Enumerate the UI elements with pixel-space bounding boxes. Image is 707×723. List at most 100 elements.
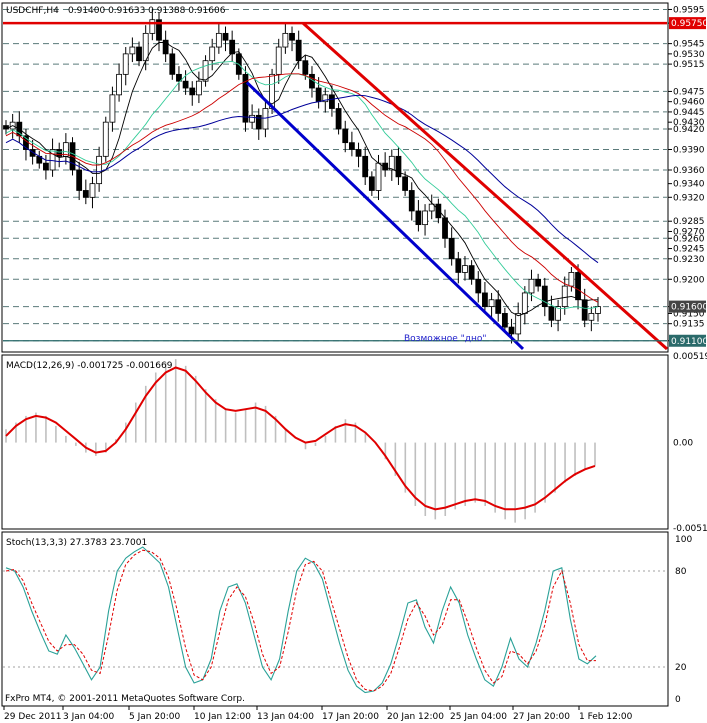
candle-body [322, 94, 329, 103]
candle-body [535, 278, 542, 287]
price-y-tick-label: 0.9390 [673, 145, 705, 155]
stoch-y-tick-label: 100 [675, 535, 692, 545]
candle-body [229, 39, 236, 55]
x-tick-label: 20 Jan 12:00 [387, 712, 444, 722]
candle-body [548, 306, 555, 321]
candle-body [149, 19, 156, 34]
candle-body [462, 265, 468, 273]
candle-body [156, 19, 162, 41]
candle-body [129, 46, 136, 55]
candle-body [315, 87, 322, 103]
candle-body [302, 60, 309, 75]
downtrend-lower-line [245, 81, 525, 351]
price-y-tick-label: 0.9515 [673, 60, 705, 70]
candle-body [122, 53, 129, 75]
stoch-y-tick-label: 0 [675, 695, 681, 705]
price-y-tick-label: 0.9200 [673, 275, 705, 285]
candle-body [395, 155, 402, 178]
stoch-y-tick-label: 20 [675, 663, 687, 673]
x-tick-label: 29 Dec 2011 [4, 712, 62, 722]
candle-body [182, 80, 189, 89]
candle-body [249, 114, 256, 123]
candle-body [335, 108, 342, 130]
candle-body [561, 285, 568, 308]
price-y-tick-label: 0.9460 [673, 98, 705, 108]
candle-body [435, 203, 442, 219]
stoch-panel [1, 531, 669, 707]
price-tag-label-1: 0.91100 [671, 337, 707, 347]
candle-body [82, 190, 89, 198]
macd-header: MACD(12,26,9) -0.001725 -0.001669 [6, 361, 173, 371]
price-y-tick-label: 0.9445 [673, 108, 705, 118]
candle-body [222, 32, 229, 41]
candle-body [162, 39, 169, 55]
price-tag-label-2: 0.91600 [671, 303, 707, 313]
price-tag-2 [669, 300, 706, 313]
price-y-tick-label: 0.9135 [673, 320, 705, 330]
ma-blue-line [5, 94, 599, 264]
candle-body [49, 149, 56, 171]
candle-body [515, 313, 522, 335]
candle-body [209, 46, 216, 62]
price-y-tick-label: 0.9260 [673, 234, 705, 244]
x-tick-label: 17 Jan 20:00 [322, 712, 379, 722]
price-y-tick-label: 0.9360 [673, 166, 705, 176]
price-y-tick-label: 0.9340 [673, 180, 705, 190]
candle-body [588, 313, 595, 321]
x-tick-label: 25 Jan 04:00 [450, 712, 507, 722]
candle-body [555, 306, 561, 321]
candle-body [495, 299, 502, 314]
candle-body [415, 210, 422, 226]
candle-body [242, 73, 249, 123]
price-y-tick-label: 0.9230 [673, 255, 705, 265]
candle-body [375, 162, 382, 191]
candle-body [342, 128, 349, 144]
chart-header-symbol: USDCHF,H4 [6, 6, 59, 16]
ma-red-line [5, 73, 599, 303]
x-tick-label: 27 Jan 20:00 [513, 712, 570, 722]
candle-body [329, 94, 335, 109]
candle-body [408, 190, 415, 212]
candle-body [541, 285, 548, 308]
candle-body [96, 155, 103, 185]
candle-body [388, 155, 395, 171]
x-tick-label: 5 Jan 20:00 [129, 712, 181, 722]
candle-body [581, 299, 588, 321]
candle-body [528, 278, 535, 294]
candle-body [275, 46, 282, 75]
candle-body [428, 203, 435, 212]
ma-fast-line [5, 42, 598, 317]
bottom-annotation: Возможное "дно" [404, 334, 487, 344]
price-y-tick-label: 0.9320 [673, 193, 705, 203]
candle-body [508, 326, 515, 335]
candle-body [116, 73, 122, 96]
candle-body [455, 258, 462, 273]
stoch-main-line [5, 546, 597, 694]
x-tick-label: 3 Jan 04:00 [63, 712, 115, 722]
price-y-tick-label: 0.9530 [673, 50, 705, 60]
candle-body [255, 114, 262, 130]
candle-body [89, 183, 96, 198]
candle-body [488, 299, 495, 308]
candle-body [136, 46, 142, 62]
candle-body [448, 237, 455, 260]
candle-body [468, 265, 475, 280]
candle-body [568, 272, 575, 287]
candle-body [282, 32, 289, 48]
candle-body [56, 149, 63, 157]
candle-body [102, 121, 109, 157]
candle-body [482, 292, 488, 308]
candle-body [189, 87, 196, 96]
candle-body [43, 162, 49, 171]
downtrend-upper-line [301, 22, 669, 351]
candle-body [442, 217, 448, 239]
macd-y-tick-label: -0.00512 [673, 524, 707, 534]
price-tag-label-0: 0.95750 [671, 19, 707, 29]
candle-body [355, 149, 362, 157]
candle-body [109, 94, 116, 123]
candle-body [262, 108, 269, 130]
price-y-tick-label: 0.9270 [673, 227, 705, 237]
candle-body [215, 32, 222, 48]
candle-body [29, 149, 36, 157]
price-y-tick-label: 0.9595 [673, 5, 705, 15]
